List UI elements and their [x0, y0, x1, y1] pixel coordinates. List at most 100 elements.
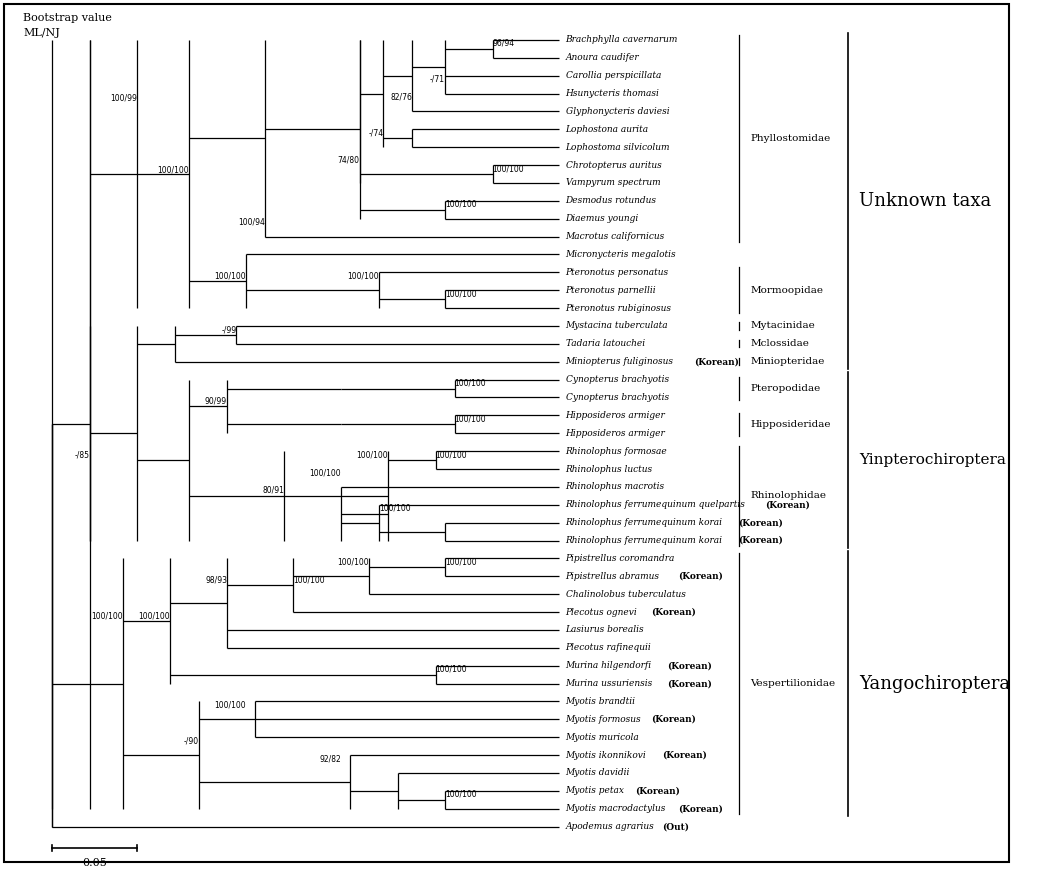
Text: 90/99: 90/99 [205, 396, 227, 406]
Text: Myotis muricola: Myotis muricola [566, 732, 639, 742]
Text: 100/100: 100/100 [337, 558, 370, 567]
Text: Rhinolophus macrotis: Rhinolophus macrotis [566, 483, 665, 491]
Text: -/71: -/71 [430, 75, 445, 84]
Text: 100/100: 100/100 [493, 164, 524, 173]
Text: Lophostona aurita: Lophostona aurita [566, 125, 648, 134]
Text: Hsunycteris thomasi: Hsunycteris thomasi [566, 89, 660, 98]
Text: Murina ussuriensis: Murina ussuriensis [566, 679, 652, 688]
Text: 100/100: 100/100 [293, 575, 325, 584]
Text: 100/100: 100/100 [139, 611, 170, 620]
Text: Rhinolophus ferrumequinum korai: Rhinolophus ferrumequinum korai [566, 519, 722, 527]
Text: Lasiurus borealis: Lasiurus borealis [566, 625, 644, 635]
Text: Chrotopterus auritus: Chrotopterus auritus [566, 161, 661, 169]
Text: (Korean): (Korean) [651, 608, 696, 616]
Text: Mystacina tuberculata: Mystacina tuberculata [566, 321, 668, 331]
Text: 96/94: 96/94 [493, 39, 515, 48]
Text: Myotis petax: Myotis petax [566, 787, 624, 795]
Text: Phyllostomidae: Phyllostomidae [751, 134, 831, 143]
Text: (Korean): (Korean) [694, 357, 739, 367]
Text: Rhinolophus luctus: Rhinolophus luctus [566, 464, 652, 473]
Text: (Korean): (Korean) [662, 751, 707, 760]
Text: Mclossidae: Mclossidae [751, 340, 809, 348]
Text: Hipposideridae: Hipposideridae [751, 420, 831, 429]
Text: 80/91: 80/91 [262, 486, 284, 495]
Text: (Korean): (Korean) [635, 787, 680, 795]
Text: Diaemus youngi: Diaemus youngi [566, 214, 639, 223]
Text: -/99: -/99 [221, 325, 237, 334]
Text: 100/100: 100/100 [309, 468, 340, 477]
Text: Cynopterus brachyotis: Cynopterus brachyotis [566, 393, 668, 402]
Text: Pipistrellus coromandra: Pipistrellus coromandra [566, 553, 674, 563]
Text: Yangochiroptera: Yangochiroptera [859, 675, 1011, 692]
Text: Murina hilgendorfi: Murina hilgendorfi [566, 661, 651, 670]
Text: 100/100: 100/100 [454, 379, 487, 388]
Text: Plecotus rafinequii: Plecotus rafinequii [566, 643, 651, 652]
Text: Mytacinidae: Mytacinidae [751, 321, 815, 331]
Text: Rhinolophidae: Rhinolophidae [751, 491, 827, 500]
Text: Hipposideros armiger: Hipposideros armiger [566, 411, 665, 420]
Text: Pipistrellus abramus: Pipistrellus abramus [566, 572, 660, 581]
Text: 100/100: 100/100 [91, 611, 123, 620]
Text: (Korean): (Korean) [679, 572, 723, 581]
Text: Desmodus rotundus: Desmodus rotundus [566, 196, 657, 205]
Text: Chalinolobus tuberculatus: Chalinolobus tuberculatus [566, 589, 686, 599]
Text: Micronycteris megalotis: Micronycteris megalotis [566, 250, 677, 259]
Text: Pteropodidae: Pteropodidae [751, 384, 821, 393]
Text: Myotis brandtii: Myotis brandtii [566, 697, 636, 706]
Text: 100/100: 100/100 [158, 165, 189, 174]
Text: Lophostoma silvicolum: Lophostoma silvicolum [566, 142, 670, 152]
Text: ML/NJ: ML/NJ [23, 28, 60, 38]
Text: Cynopterus brachyotis: Cynopterus brachyotis [566, 375, 668, 384]
Text: (Korean): (Korean) [667, 661, 712, 670]
Text: (Korean): (Korean) [738, 519, 783, 527]
Text: Macrotus californicus: Macrotus californicus [566, 232, 665, 241]
Text: 100/100: 100/100 [445, 289, 477, 299]
Text: Hipposideros armiger: Hipposideros armiger [566, 429, 665, 437]
Text: Pteronotus rubiginosus: Pteronotus rubiginosus [566, 304, 671, 313]
Text: Apodemus agrarius: Apodemus agrarius [566, 822, 655, 831]
Text: (Out): (Out) [662, 822, 689, 831]
Text: Unknown taxa: Unknown taxa [859, 192, 992, 210]
Text: Pteronotus parnellii: Pteronotus parnellii [566, 285, 657, 295]
Text: Myotis ikonnikovi: Myotis ikonnikovi [566, 751, 646, 760]
Text: 100/100: 100/100 [347, 272, 379, 280]
Text: 82/76: 82/76 [390, 93, 412, 101]
Text: Miniopterus fuliginosus: Miniopterus fuliginosus [566, 357, 673, 367]
Text: (Korean): (Korean) [679, 804, 723, 813]
Text: 100/100: 100/100 [445, 200, 477, 209]
Text: 100/99: 100/99 [110, 93, 137, 102]
Text: Carollia perspicillata: Carollia perspicillata [566, 72, 661, 80]
Text: Myotis formosus: Myotis formosus [566, 715, 641, 724]
Text: Bootstrap value: Bootstrap value [23, 13, 112, 24]
Text: -/85: -/85 [74, 450, 90, 459]
Text: 74/80: 74/80 [338, 155, 360, 164]
Text: 100/100: 100/100 [435, 450, 468, 459]
Text: (Korean): (Korean) [667, 679, 712, 688]
Text: 100/94: 100/94 [238, 217, 265, 227]
Text: 100/100: 100/100 [357, 450, 388, 459]
Text: 0.05: 0.05 [81, 858, 106, 868]
Text: Rhinolophus ferrumequinum quelpartis: Rhinolophus ferrumequinum quelpartis [566, 500, 745, 509]
Text: 92/82: 92/82 [319, 754, 340, 763]
Text: Myotis macrodactylus: Myotis macrodactylus [566, 804, 666, 813]
Text: Vampyrum spectrum: Vampyrum spectrum [566, 178, 660, 188]
Text: Yinpterochiroptera: Yinpterochiroptera [859, 453, 1006, 467]
Text: 100/100: 100/100 [445, 790, 477, 799]
Text: Tadaria latouchei: Tadaria latouchei [566, 340, 644, 348]
Text: 98/93: 98/93 [205, 575, 227, 584]
Text: (Korean): (Korean) [738, 536, 783, 545]
Text: Glyphonycteris daviesi: Glyphonycteris daviesi [566, 107, 669, 116]
Text: (Korean): (Korean) [765, 500, 810, 509]
Text: Anoura caudifer: Anoura caudifer [566, 53, 639, 62]
Text: -/90: -/90 [184, 736, 198, 746]
Text: Mormoopidae: Mormoopidae [751, 285, 824, 295]
Text: Rhinolophus ferrumequinum korai: Rhinolophus ferrumequinum korai [566, 536, 722, 545]
Text: 100/100: 100/100 [445, 558, 477, 567]
Text: Miniopteridae: Miniopteridae [751, 357, 825, 367]
Text: 100/100: 100/100 [379, 504, 410, 512]
Text: (Korean): (Korean) [651, 715, 696, 724]
Text: Vespertilionidae: Vespertilionidae [751, 679, 835, 688]
Text: 100/100: 100/100 [454, 415, 487, 423]
Text: Rhinolophus formosae: Rhinolophus formosae [566, 447, 667, 456]
Text: Plecotus ognevi: Plecotus ognevi [566, 608, 637, 616]
